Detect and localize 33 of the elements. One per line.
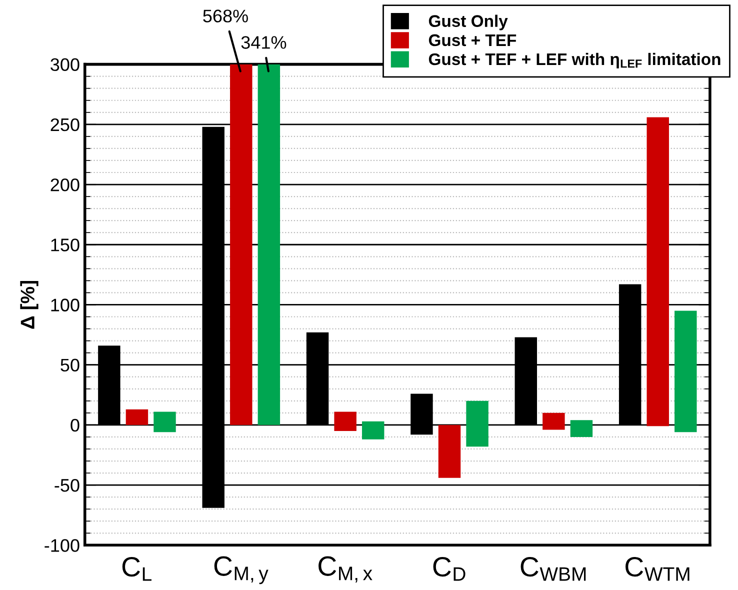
y-tick-label: 150	[51, 238, 80, 252]
legend-label: Gust + TEF + LEF with η$_{LEF}$ limitation	[428, 52, 720, 68]
x-tick-label: C$_{L}$	[122, 556, 152, 581]
y-tick-label: 200	[50, 178, 80, 192]
bar	[674, 310, 697, 432]
bar	[466, 400, 488, 447]
bar	[362, 421, 384, 440]
bar	[154, 412, 176, 432]
y-tick-label: 300	[50, 58, 80, 72]
y-tick-label: 100	[51, 298, 80, 312]
x-tick-label: C$_{WBM}$	[520, 556, 586, 581]
y-tick-label: -50	[54, 478, 80, 492]
x-tick-label: C$_{M,y}$	[214, 556, 268, 584]
y-tick-label: 250	[50, 118, 80, 132]
bar	[258, 64, 280, 425]
legend-label: Gust Only	[428, 14, 508, 30]
bar	[646, 117, 669, 426]
x-tick-label: C$_{D}$	[433, 556, 466, 581]
bar	[570, 420, 593, 437]
y-tick-label: 0	[70, 418, 80, 432]
bar	[230, 64, 252, 425]
x-tick-label: C$_{WTM}$	[626, 556, 690, 581]
annotation: 341%	[241, 36, 286, 49]
y-tick-label: -100	[44, 539, 80, 552]
annotation: 568%	[203, 10, 248, 22]
bar	[438, 424, 461, 478]
bar	[126, 409, 148, 425]
bar	[334, 412, 356, 431]
y-tick-label: 50	[60, 358, 80, 372]
legend-label: Gust + TEF	[428, 34, 516, 46]
y-axis-title: Δ [%]	[20, 281, 38, 329]
x-tick-label: C$_{M,x}$	[318, 556, 372, 583]
bar	[542, 412, 565, 430]
